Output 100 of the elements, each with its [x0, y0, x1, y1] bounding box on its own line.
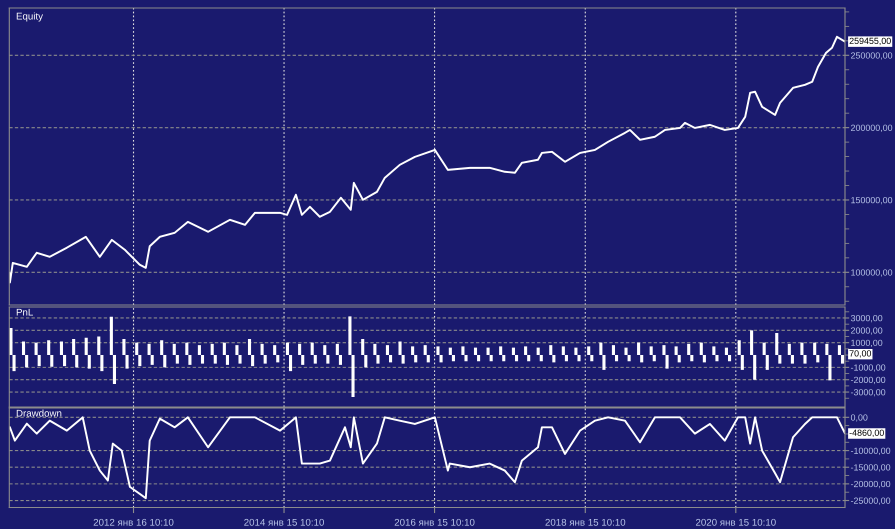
bar [75, 355, 78, 368]
bar [63, 355, 66, 366]
bar [172, 344, 176, 356]
bar [314, 355, 317, 364]
bar [163, 355, 166, 368]
bar [38, 355, 41, 366]
bar [426, 355, 430, 362]
bar [200, 355, 204, 364]
y-tick-label: -20000,00 [850, 480, 890, 488]
bar [562, 346, 565, 356]
bar [762, 342, 766, 356]
chart-title: PnL [16, 308, 33, 316]
bar [712, 346, 716, 356]
bar [678, 355, 681, 362]
bar [248, 338, 252, 356]
bar [775, 333, 778, 356]
bar [524, 346, 528, 356]
bar [411, 346, 414, 356]
bar [310, 342, 314, 356]
bar [112, 355, 116, 384]
bar [452, 355, 455, 362]
bar [738, 340, 741, 356]
bar [97, 336, 100, 356]
bar [251, 355, 254, 366]
bar [238, 355, 242, 364]
bar [198, 345, 201, 356]
bar [298, 344, 302, 356]
bar [624, 348, 628, 356]
bar [376, 355, 380, 364]
bar [828, 355, 832, 380]
bar [323, 345, 326, 356]
x-tick-label: 2016 янв 15 10:10 [394, 518, 475, 526]
bar [125, 355, 129, 369]
x-tick-label: 2014 янв 15 10:10 [244, 518, 324, 526]
bar [25, 355, 28, 368]
bar [800, 342, 804, 356]
bar [222, 342, 226, 356]
bar [461, 346, 464, 356]
bar [122, 338, 126, 356]
bar [226, 355, 229, 365]
line-series [9, 416, 845, 500]
bar [499, 346, 502, 356]
bar [336, 344, 339, 356]
x-tick-label: 2012 янв 16 10:10 [94, 518, 174, 526]
bar [778, 355, 782, 364]
bar [84, 338, 88, 356]
bar [587, 346, 590, 356]
bar [536, 348, 540, 356]
bar [273, 345, 276, 356]
bar [577, 355, 581, 362]
annotation: 70,00 [850, 350, 872, 358]
bar [138, 355, 142, 366]
bar [235, 345, 238, 356]
y-tick-label: 150000,00 [851, 196, 892, 204]
bar [614, 355, 618, 362]
chart-title: Equity [16, 12, 43, 22]
bar [753, 355, 756, 380]
bar [477, 355, 480, 362]
bar [640, 355, 644, 362]
bar [214, 355, 217, 364]
bar [637, 342, 640, 356]
bar [803, 355, 807, 364]
bar [514, 355, 518, 362]
bar [12, 355, 16, 372]
bar [700, 342, 703, 356]
bar [424, 345, 427, 356]
bar [490, 355, 493, 362]
bar [552, 355, 556, 362]
bar [72, 338, 76, 356]
bar [502, 355, 506, 362]
bar [100, 355, 104, 372]
bar [373, 344, 376, 356]
bar [185, 342, 188, 356]
bar [715, 355, 718, 362]
bar [512, 348, 515, 356]
bar [674, 346, 678, 356]
bar [612, 345, 615, 356]
line-series [9, 36, 845, 284]
bar [210, 344, 214, 356]
bar [289, 355, 292, 372]
x-tick-label: 2020 янв 15 10:10 [696, 518, 776, 526]
bar [740, 355, 744, 370]
bar [702, 355, 706, 362]
bar [788, 344, 791, 356]
bar [549, 345, 552, 356]
bar [47, 340, 50, 356]
bar [599, 342, 602, 356]
bar [50, 355, 54, 367]
bar [825, 344, 828, 356]
bar [402, 355, 405, 364]
bar [766, 355, 769, 370]
bar [301, 355, 304, 365]
bar [160, 340, 164, 356]
bar [628, 355, 631, 362]
bar [813, 342, 816, 356]
x-tick-label: 2018 янв 15 10:10 [545, 518, 626, 526]
y-tick-label: -2000,00 [850, 376, 886, 384]
bar [652, 355, 656, 362]
bar [389, 355, 392, 362]
y-tick-label: -25000,00 [850, 498, 890, 505]
